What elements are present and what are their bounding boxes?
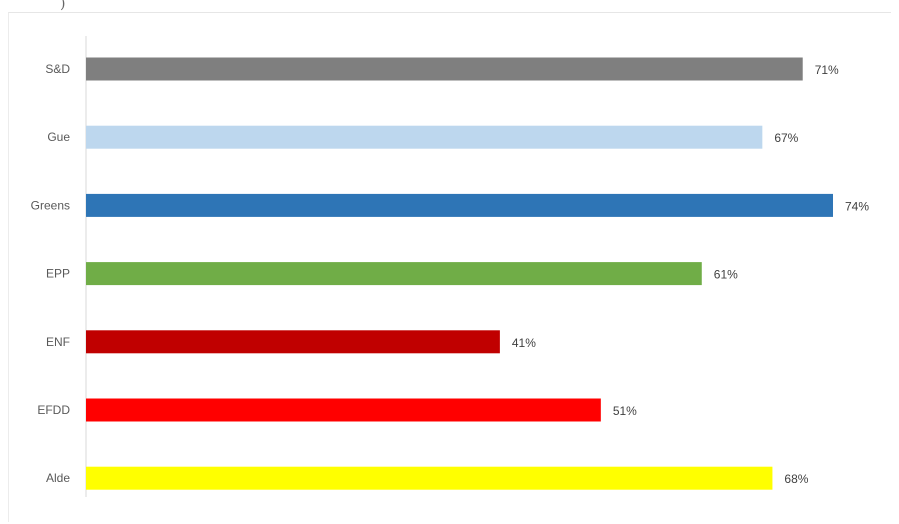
bar-3 xyxy=(86,262,702,286)
bar-0 xyxy=(86,57,803,81)
bar-5 xyxy=(86,398,601,422)
category-label-6: Alde xyxy=(46,471,70,485)
bar-1 xyxy=(86,125,763,149)
category-label-2: Greens xyxy=(31,198,70,212)
bar-4 xyxy=(86,330,500,354)
category-label-0: S&D xyxy=(45,62,70,76)
category-label-4: ENF xyxy=(46,335,70,349)
data-label-5: 51% xyxy=(613,404,637,418)
bar-group: S&D 71% Gue 67% Greens 74% EPP 61% ENF 41% EFDD 51%… xyxy=(31,57,869,490)
category-label-5: EFDD xyxy=(37,403,70,417)
category-label-1: Gue xyxy=(47,130,70,144)
bar-6 xyxy=(86,466,773,490)
data-label-1: 67% xyxy=(774,131,798,145)
corner-scan-mark: ) xyxy=(60,0,66,12)
data-label-2: 74% xyxy=(845,199,869,213)
category-label-3: EPP xyxy=(46,267,70,281)
data-label-4: 41% xyxy=(512,336,536,350)
data-label-6: 68% xyxy=(784,472,808,486)
bar-2 xyxy=(86,193,833,217)
data-label-0: 71% xyxy=(815,63,839,77)
data-label-3: 61% xyxy=(714,268,738,282)
chart-frame xyxy=(8,12,891,522)
